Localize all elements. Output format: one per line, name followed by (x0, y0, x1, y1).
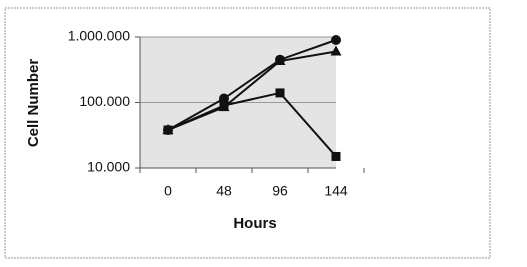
point (219, 100, 229, 110)
point (274, 55, 286, 66)
y-tick-label: 1.000.000 (68, 28, 130, 44)
point (163, 125, 173, 135)
x-axis-title: Hours (233, 215, 276, 232)
x-tick-label: 48 (216, 183, 232, 199)
x-tick-label: 144 (324, 183, 348, 199)
point (275, 88, 285, 98)
point (331, 151, 341, 161)
x-tick-label: 0 (164, 183, 172, 199)
point (331, 34, 341, 45)
y-axis-title: Cell Number (25, 59, 42, 148)
series-line (167, 39, 337, 131)
y-tick-label: 10.000 (87, 159, 130, 175)
y-tick-label: 100.000 (79, 93, 130, 109)
point (330, 45, 342, 56)
series-line (167, 91, 337, 158)
x-tick-label: 96 (272, 183, 288, 199)
